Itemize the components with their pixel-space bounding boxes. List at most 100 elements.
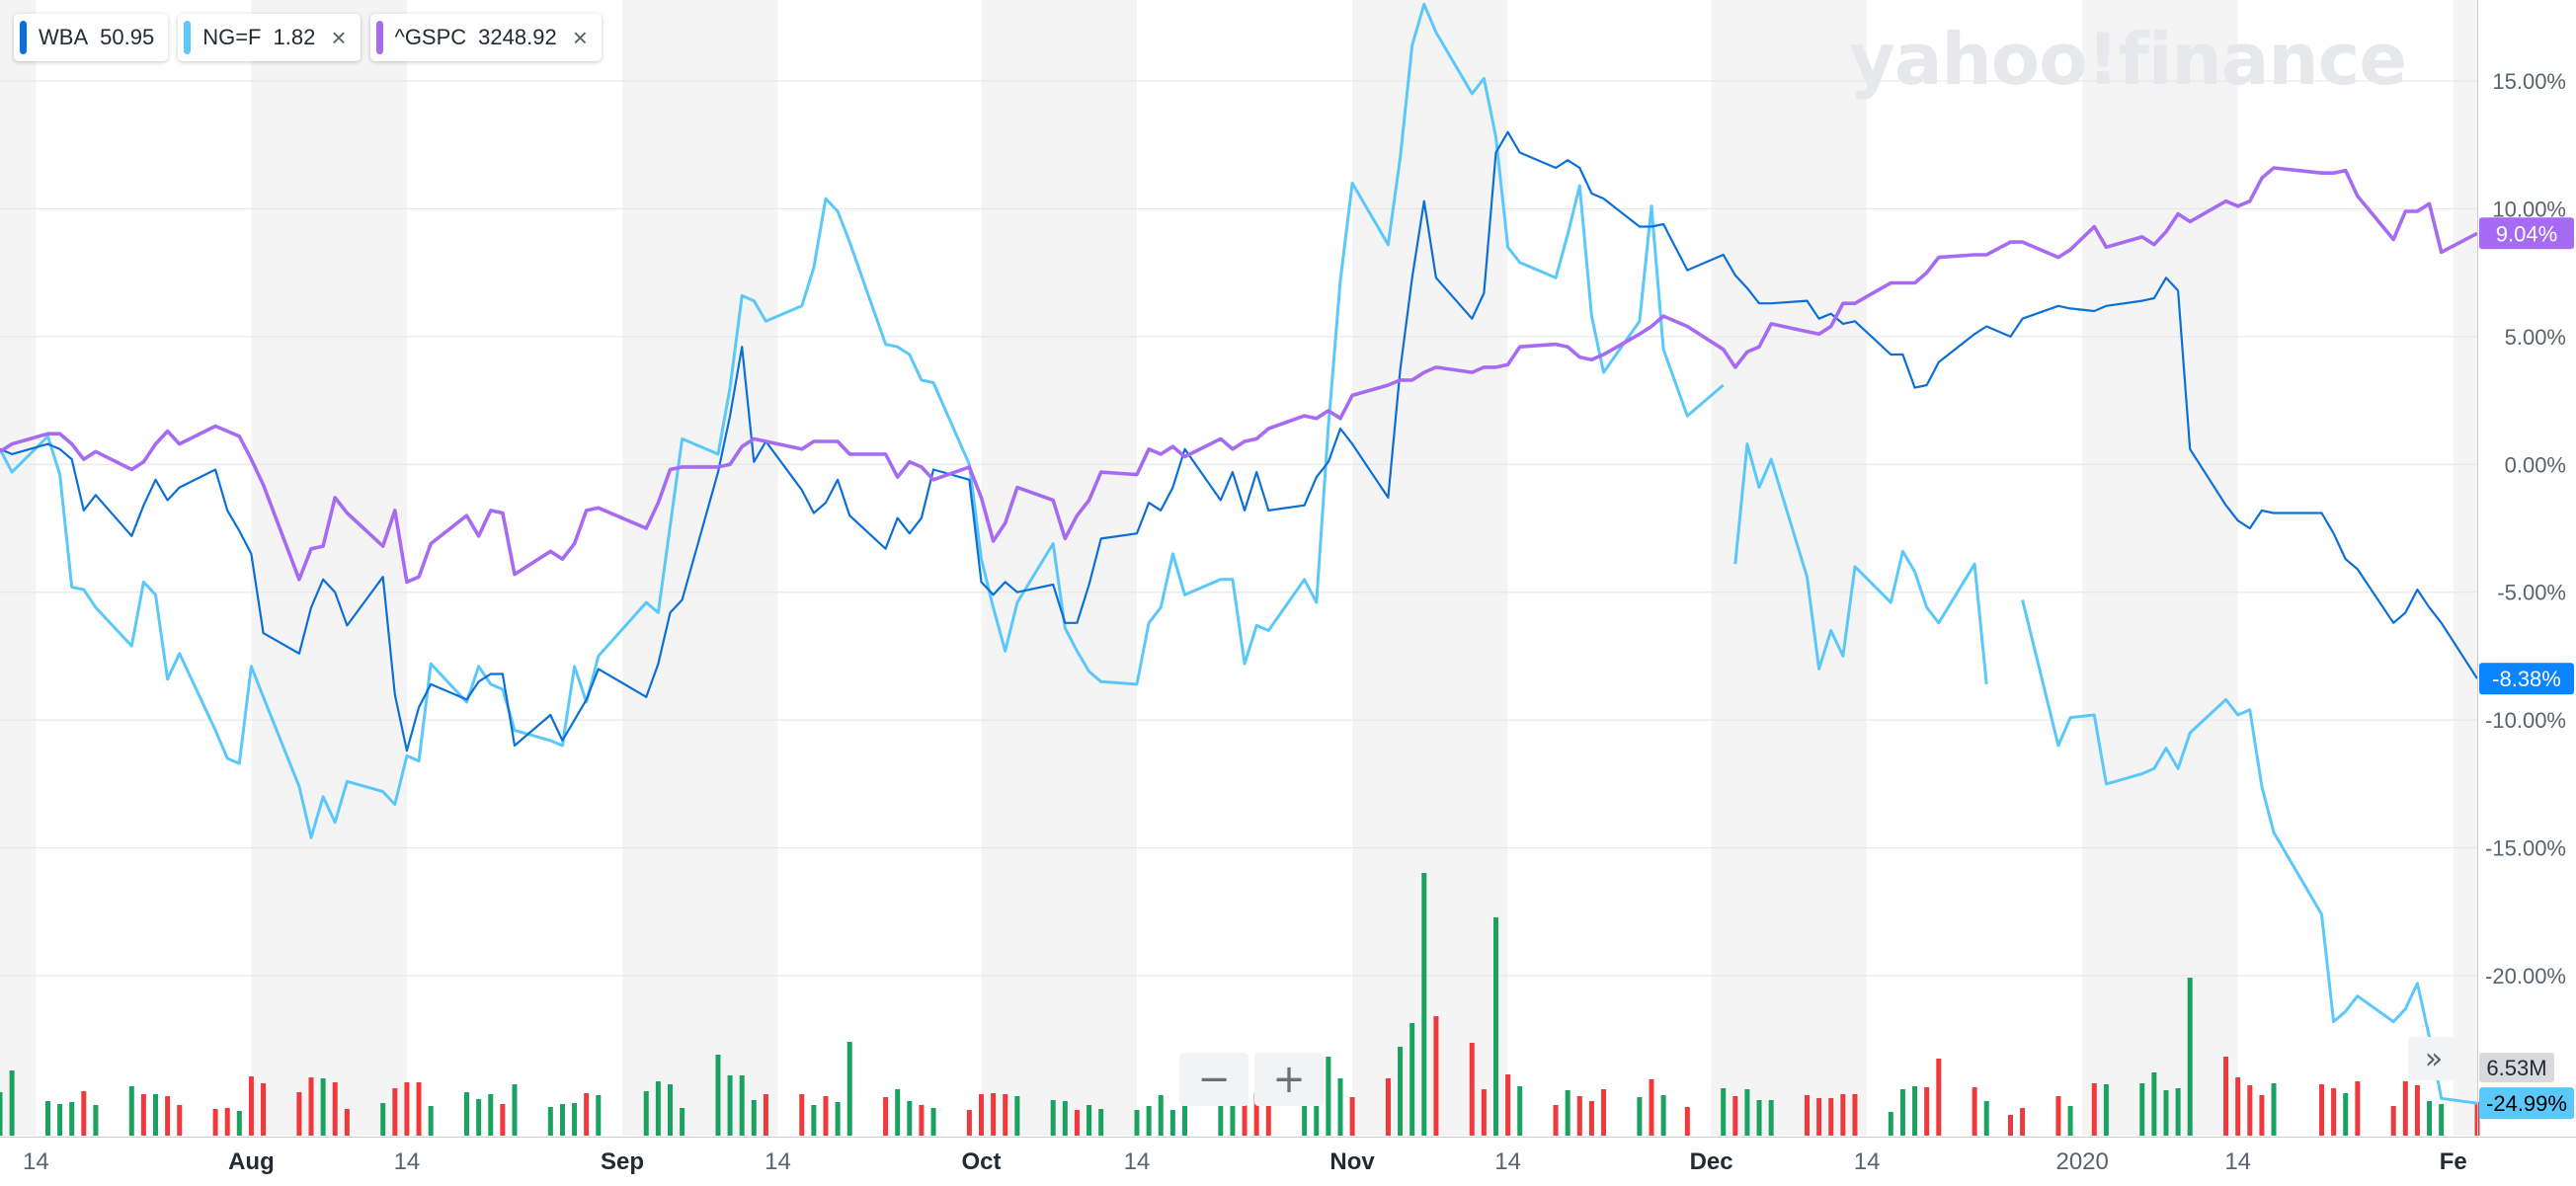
volume-bar — [1899, 1089, 1905, 1136]
volume-bar — [667, 1084, 673, 1136]
volume-bar — [1087, 1105, 1092, 1136]
legend-value: 50.95 — [100, 25, 155, 49]
volume-bar — [296, 1092, 302, 1136]
volume-bar — [1756, 1100, 1762, 1136]
x-tick-label: 14 — [1124, 1148, 1151, 1175]
volume-bar — [2139, 1083, 2145, 1136]
volume-bar — [165, 1096, 171, 1136]
x-tick-label: Fe — [2440, 1148, 2467, 1175]
volume-bar — [2331, 1088, 2337, 1136]
end-labels: 9.04% -8.38% -24.99% — [2479, 217, 2574, 1120]
y-axis-labels: 15.00% 10.00% 5.00% 0.00% -5.00% -10.00% -15.0… — [2485, 69, 2566, 988]
volume-bar — [416, 1082, 422, 1136]
volume-bar — [1936, 1059, 1942, 1136]
volume-bar — [1302, 1102, 1308, 1136]
y-tick-label: 0.00% — [2505, 452, 2566, 477]
x-tick-label: Oct — [961, 1148, 1001, 1175]
volume-bar — [2427, 1101, 2433, 1136]
volume-bar — [0, 1092, 3, 1136]
end-label-text: 9.04% — [2496, 221, 2557, 246]
volume-bar — [404, 1082, 410, 1136]
volume-bar — [177, 1105, 183, 1136]
volume-bar — [392, 1088, 398, 1136]
volume-bar — [1265, 1101, 1271, 1136]
x-tick-label: Nov — [1329, 1148, 1375, 1175]
volume-bar — [811, 1105, 817, 1136]
volume-bar — [308, 1077, 314, 1136]
volume-bar — [1732, 1096, 1738, 1136]
volume-bar — [344, 1109, 350, 1136]
close-icon[interactable]: × — [331, 23, 347, 52]
legend-chip-gspc[interactable]: ^GSPC 3248.92 × — [369, 14, 602, 61]
volume-bar — [835, 1102, 841, 1136]
zoom-out-button[interactable]: − — [1179, 1053, 1248, 1106]
volume-bar — [512, 1084, 518, 1136]
end-label-box — [2479, 663, 2574, 695]
y-tick-label: 5.00% — [2505, 325, 2566, 350]
close-icon[interactable]: × — [572, 23, 588, 52]
volume-bar — [464, 1092, 470, 1136]
volume-bar — [2163, 1090, 2169, 1136]
volume-bar — [2067, 1106, 2073, 1136]
legend-symbol: WBA — [39, 25, 89, 49]
volume-bar — [2175, 1088, 2181, 1136]
volume-bar — [153, 1094, 159, 1136]
volume-bar — [81, 1091, 87, 1136]
volume-bar — [2187, 978, 2193, 1136]
zoom-in-button[interactable]: + — [1254, 1053, 1324, 1106]
volume-bar — [1576, 1096, 1582, 1136]
volume-bar — [2343, 1093, 2349, 1136]
volume-bar — [2223, 1057, 2229, 1136]
volume-bar — [1314, 1088, 1320, 1136]
y-tick-label: 10.00% — [2492, 197, 2566, 221]
volume-bar — [44, 1101, 50, 1136]
volume-bar — [895, 1089, 901, 1136]
volume-bar — [1421, 873, 1427, 1136]
volume-bar — [9, 1070, 15, 1136]
volume-bar — [1768, 1100, 1774, 1136]
volume-bar — [93, 1105, 99, 1136]
volume-bar — [2055, 1096, 2061, 1136]
y-tick-label: -20.00% — [2485, 964, 2566, 988]
volume-bar — [559, 1104, 565, 1136]
volume-bar — [1852, 1094, 1858, 1136]
volume-bar — [572, 1103, 578, 1136]
volume-bar — [2271, 1083, 2277, 1136]
volume-bar — [1349, 1097, 1355, 1136]
volume-bar — [320, 1078, 326, 1136]
volume-bar — [1744, 1089, 1750, 1136]
volume-bar — [1888, 1112, 1893, 1136]
volume-bar — [500, 1104, 506, 1136]
series-line-ngf — [2021, 599, 2478, 1105]
end-label-gspc: 9.04% — [2479, 217, 2574, 250]
end-label-text: -8.38% — [2492, 667, 2561, 691]
volume-bar — [2439, 1104, 2445, 1136]
zoom-controls: − + — [1179, 1053, 1324, 1106]
volume-bar — [488, 1094, 494, 1136]
legend-chip-wba[interactable]: WBA 50.95 — [14, 14, 169, 61]
x-axis-labels: 14 Aug 14 Sep 14 Oct 14 Nov 14 Dec 14 2020 14 Fe — [23, 1148, 2467, 1175]
volume-bar — [655, 1081, 661, 1136]
volume-bar — [1684, 1107, 1690, 1136]
series-line-gspc — [0, 166, 2478, 585]
gridlines — [0, 80, 2477, 977]
volume-bar — [799, 1094, 805, 1136]
x-tick-label: 14 — [765, 1148, 791, 1175]
volume-bar — [907, 1101, 913, 1136]
volume-bar — [2390, 1106, 2396, 1136]
volume-bar — [1637, 1097, 1643, 1136]
volume-bar — [1326, 1057, 1331, 1136]
x-tick-label: 14 — [394, 1148, 421, 1175]
series-line-wba — [0, 130, 2478, 752]
volume-bar — [1242, 1097, 1248, 1136]
volume-bar — [1398, 1047, 1404, 1136]
expand-icon[interactable]: » — [2408, 1037, 2459, 1080]
volume-bar — [428, 1106, 434, 1136]
volume-bar — [584, 1093, 590, 1136]
x-tick-label: Sep — [601, 1148, 644, 1175]
volume-bar — [930, 1108, 936, 1136]
volume-bar — [1433, 1016, 1439, 1136]
volume-bar — [1014, 1096, 1020, 1136]
legend-chip-ngf[interactable]: NG=F 1.82 × — [178, 14, 361, 61]
volume-bar — [966, 1110, 972, 1136]
